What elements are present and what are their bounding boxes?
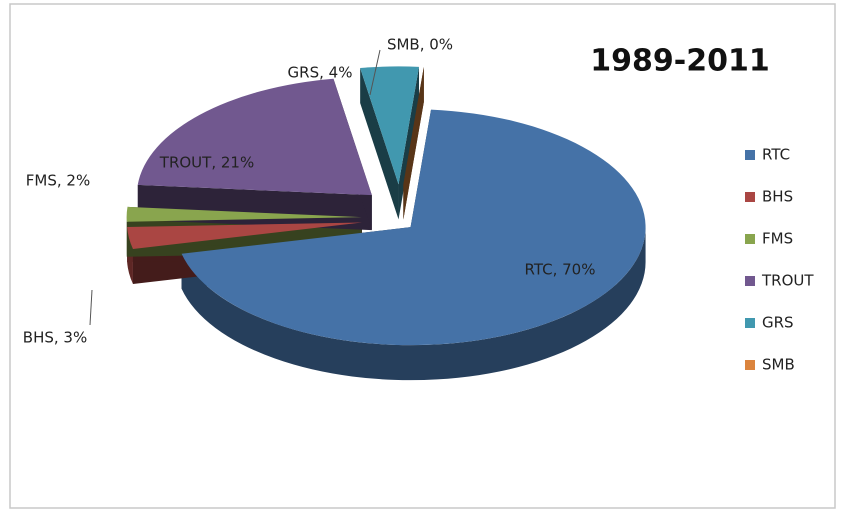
legend-swatch bbox=[745, 234, 755, 244]
slice-wall bbox=[181, 227, 646, 381]
pie-slice bbox=[127, 222, 362, 249]
pie-slice bbox=[181, 109, 646, 346]
leader-line bbox=[369, 49, 381, 96]
slice-side bbox=[360, 68, 399, 220]
legend-swatch bbox=[745, 276, 755, 286]
legend-swatch bbox=[745, 192, 755, 202]
chart-title: 1989-2011 bbox=[590, 44, 769, 79]
legend-swatch bbox=[745, 318, 755, 328]
legend-swatch bbox=[745, 150, 755, 160]
pie-slice bbox=[126, 206, 362, 222]
leader-line bbox=[89, 289, 93, 326]
legend-label: FMS bbox=[762, 230, 793, 248]
legend-label: RTC bbox=[762, 146, 790, 164]
slice-side bbox=[398, 66, 420, 220]
data-label: BHS, 3% bbox=[23, 329, 87, 347]
data-label: TROUT, 21% bbox=[159, 154, 254, 172]
pie-slice bbox=[137, 78, 372, 196]
data-label: SMB, 0% bbox=[387, 36, 453, 54]
slice-tops bbox=[126, 66, 646, 346]
data-label: GRS, 4% bbox=[288, 64, 353, 82]
legend-label: SMB bbox=[762, 356, 795, 374]
pie-slice bbox=[360, 66, 420, 185]
legend-label: BHS bbox=[762, 188, 793, 206]
slice-side bbox=[403, 66, 424, 220]
data-label: FMS, 2% bbox=[26, 172, 90, 190]
data-label: RTC, 70% bbox=[525, 261, 596, 279]
legend-label: TROUT bbox=[761, 272, 814, 290]
legend-swatch bbox=[745, 360, 755, 370]
legend-label: GRS bbox=[762, 314, 794, 332]
